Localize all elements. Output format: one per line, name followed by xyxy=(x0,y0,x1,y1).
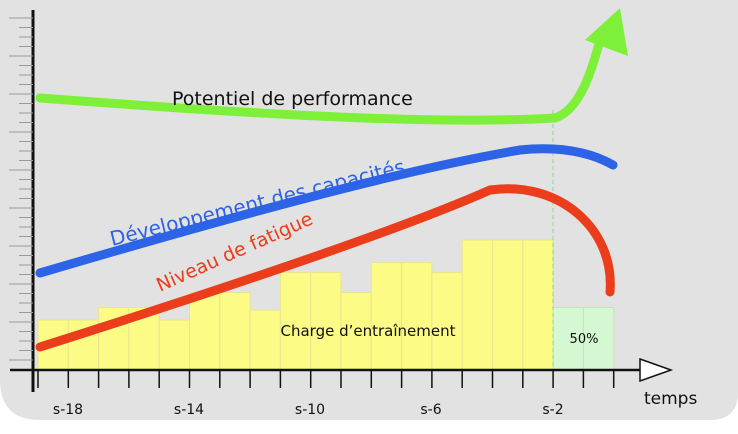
capacites-curve xyxy=(35,144,618,278)
reduced-load-bar xyxy=(552,307,584,371)
load-bar xyxy=(431,272,463,371)
charge-label: Charge d’entraînement xyxy=(281,322,456,340)
load-bar xyxy=(401,262,433,371)
reduced-load-bar xyxy=(582,307,615,371)
load-bar xyxy=(370,262,403,371)
week-label: s-2 xyxy=(542,402,563,418)
performance-curve xyxy=(35,35,605,125)
week-label: s-18 xyxy=(53,402,83,418)
load-bar xyxy=(461,239,494,371)
y-axis-ticks xyxy=(9,17,33,370)
load-bar xyxy=(522,239,554,371)
load-bar xyxy=(249,309,281,371)
load-bar xyxy=(189,292,221,371)
x-axis-ticks xyxy=(37,370,615,388)
week-label: s-6 xyxy=(420,402,441,418)
x-axis-arrowhead xyxy=(639,357,674,383)
performance-label: Potentiel de performance xyxy=(172,88,413,110)
fatigue-curve xyxy=(35,184,615,352)
load-bar xyxy=(492,239,524,371)
load-bar xyxy=(158,319,190,371)
load-bar xyxy=(340,292,372,371)
reduction-label: 50% xyxy=(570,332,599,347)
x-axis-title: temps xyxy=(644,389,697,409)
load-bar xyxy=(279,272,312,371)
week-label: s-14 xyxy=(174,402,204,418)
load-bar xyxy=(219,292,251,371)
week-label: s-10 xyxy=(295,402,325,418)
performance-arrowhead xyxy=(585,8,628,56)
